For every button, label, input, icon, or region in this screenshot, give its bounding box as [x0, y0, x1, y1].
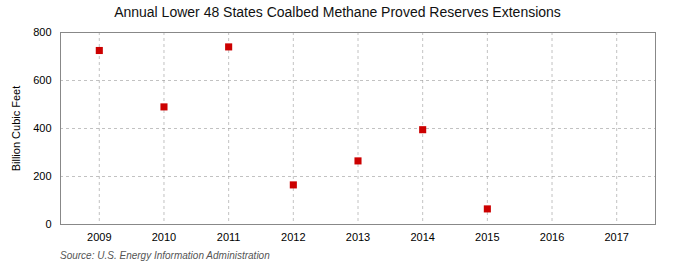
svg-text:Billion Cubic Feet: Billion Cubic Feet [10, 86, 22, 172]
svg-text:2013: 2013 [346, 231, 370, 243]
html-text:Source: U.S. Energy Informatio: Source: U.S. Energy Information Administ… [60, 250, 270, 261]
svg-text:2009: 2009 [87, 231, 111, 243]
html-text:Annual Lower 48 States Coalbed: Annual Lower 48 States Coalbed Methane P… [114, 4, 561, 20]
svg-text:2010: 2010 [152, 231, 176, 243]
svg-text:0: 0 [45, 218, 51, 230]
svg-text:2015: 2015 [475, 231, 499, 243]
svg-text:2017: 2017 [604, 231, 628, 243]
svg-text:200: 200 [33, 170, 51, 182]
svg-text:800: 800 [33, 26, 51, 38]
svg-text:400: 400 [33, 122, 51, 134]
svg-text:2014: 2014 [410, 231, 434, 243]
svg-text:2012: 2012 [281, 231, 305, 243]
svg-text:600: 600 [33, 74, 51, 86]
svg-text:2016: 2016 [540, 231, 564, 243]
svg-text:2011: 2011 [217, 231, 241, 243]
